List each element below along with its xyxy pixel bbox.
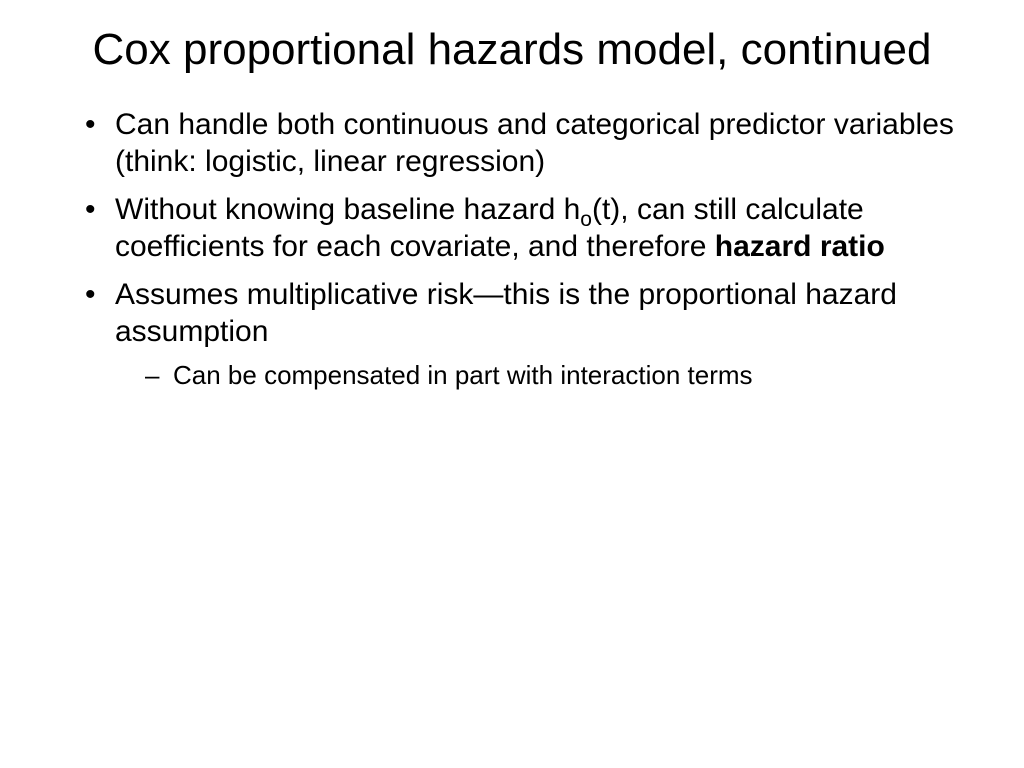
bullet-item: Can handle both continuous and categoric…	[85, 106, 964, 181]
bullet-item: Without knowing baseline hazard ho(t), c…	[85, 191, 964, 266]
bullet-text-prefix: Without knowing baseline hazard h	[115, 193, 580, 226]
bullet-text: Assumes multiplicative risk—this is the …	[115, 278, 897, 349]
bullet-text-bold: hazard ratio	[715, 230, 885, 263]
sub-bullet-item: Can be compensated in part with interact…	[145, 359, 964, 392]
bullet-list: Can handle both continuous and categoric…	[60, 106, 964, 392]
subscript-text: o	[580, 208, 592, 231]
sub-bullet-list: Can be compensated in part with interact…	[115, 359, 964, 392]
bullet-item: Assumes multiplicative risk—this is the …	[85, 276, 964, 392]
sub-bullet-text: Can be compensated in part with interact…	[173, 360, 753, 390]
slide-title: Cox proportional hazards model, continue…	[60, 25, 964, 76]
bullet-text: Can handle both continuous and categoric…	[115, 108, 954, 179]
